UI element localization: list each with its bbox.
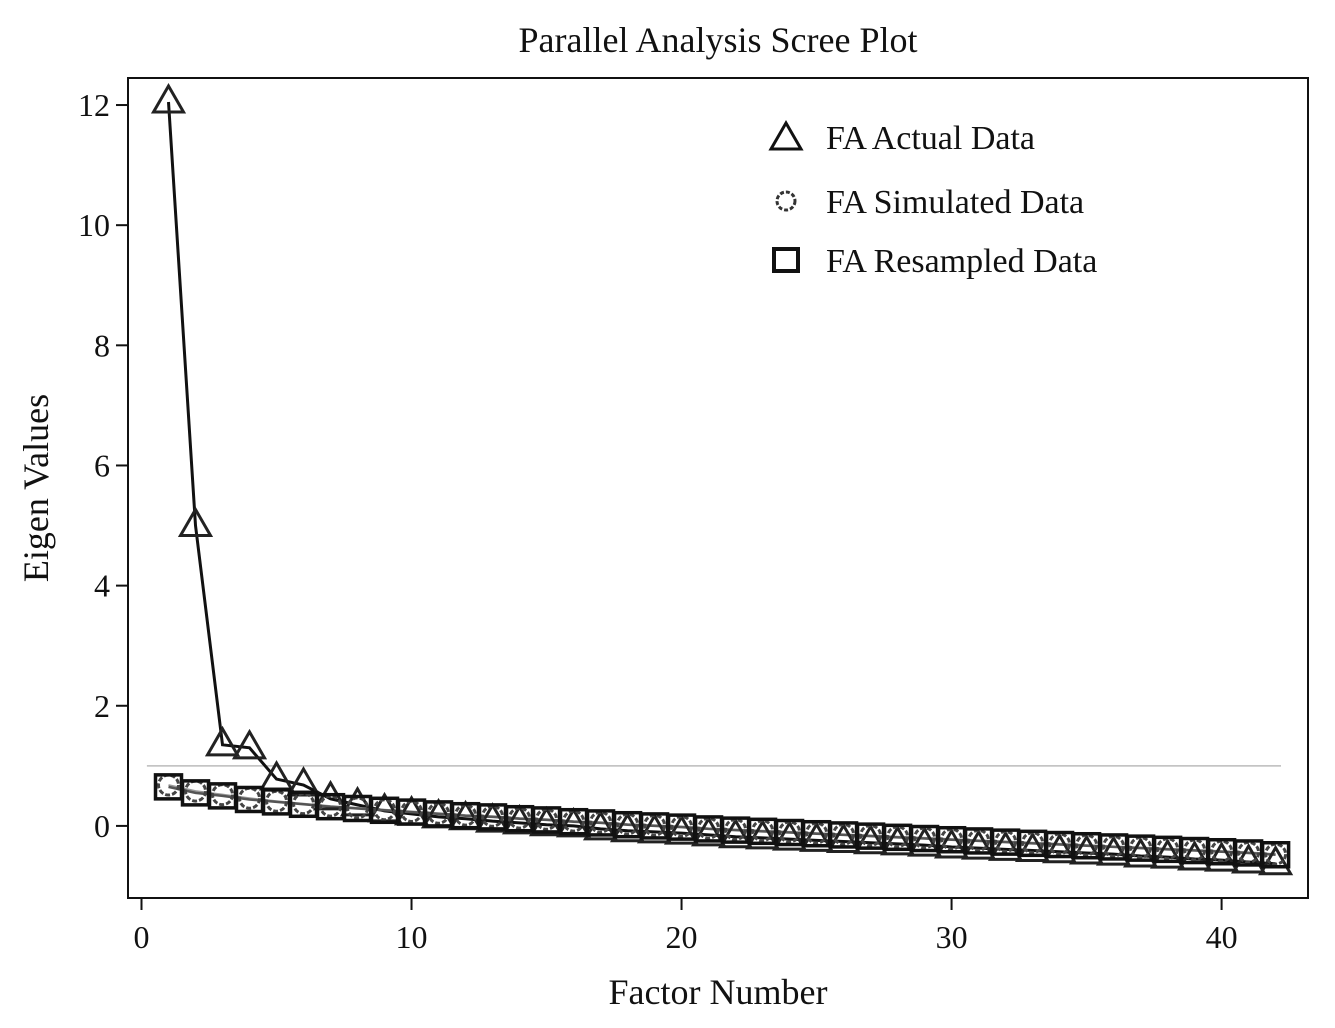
- data-point-actual: [717, 817, 754, 849]
- y-tick-label: 4: [94, 568, 110, 604]
- legend-square-marker: [772, 247, 800, 273]
- x-tick-label: 10: [396, 919, 428, 955]
- x-axis-label: Factor Number: [609, 972, 828, 1012]
- data-point-actual: [177, 506, 214, 538]
- legend-triangle-marker: [768, 119, 804, 151]
- data-point-actual: [609, 811, 646, 843]
- plot-frame: [127, 77, 1309, 899]
- legend-item-resampled: FA Resampled Data: [772, 243, 1097, 280]
- data-point-actual: [474, 802, 511, 833]
- data-point-actual: [555, 806, 592, 838]
- data-point-actual: [663, 814, 700, 845]
- x-tick-label: 30: [936, 919, 968, 955]
- data-point-actual: [879, 824, 916, 856]
- y-tick-label: 10: [78, 207, 110, 243]
- y-tick-label: 8: [94, 327, 110, 363]
- y-tick-label: 0: [94, 808, 110, 844]
- legend: FA Actual Data FA Simulated Data FA Resa…: [768, 119, 1097, 280]
- data-point-actual: [906, 826, 943, 857]
- data-point-actual: [582, 809, 619, 841]
- legend-label-actual: FA Actual Data: [826, 120, 1035, 157]
- data-point-actual: [528, 805, 565, 837]
- y-tick-label: 6: [94, 447, 110, 483]
- data-point-actual: [744, 818, 781, 850]
- data-point-actual: [852, 823, 889, 855]
- y-tick-label: 12: [78, 87, 110, 123]
- data-point-resampled: [1260, 840, 1291, 869]
- y-axis-label: Eigen Values: [16, 394, 56, 582]
- data-point-actual: [825, 822, 862, 854]
- data-point-actual: [771, 820, 808, 851]
- x-axis: 0 10 20 30 40: [134, 898, 1238, 955]
- series-line-triangle: [167, 101, 1276, 866]
- data-point-actual: [690, 815, 727, 847]
- y-tick-label: 2: [94, 688, 110, 724]
- data-point-actual: [204, 725, 241, 757]
- data-point-actual: [798, 821, 835, 852]
- x-tick-label: 0: [134, 919, 150, 955]
- x-tick-label: 40: [1206, 919, 1238, 955]
- x-tick-label: 20: [666, 919, 698, 955]
- series-lines: [167, 101, 1276, 866]
- legend-circle-marker: [775, 190, 797, 212]
- legend-item-actual: FA Actual Data: [768, 119, 1035, 157]
- data-point-actual: [501, 803, 538, 835]
- y-axis: 0 2 4 6 8 10 12: [78, 87, 128, 844]
- chart-title: Parallel Analysis Scree Plot: [519, 20, 918, 60]
- data-point-actual: [231, 728, 268, 760]
- data-point-actual: [636, 812, 673, 844]
- legend-label-resampled: FA Resampled Data: [826, 243, 1097, 280]
- series-markers: [150, 83, 1294, 876]
- data-point-actual: [150, 83, 187, 114]
- legend-item-simulated: FA Simulated Data: [775, 184, 1084, 221]
- legend-label-simulated: FA Simulated Data: [826, 184, 1084, 221]
